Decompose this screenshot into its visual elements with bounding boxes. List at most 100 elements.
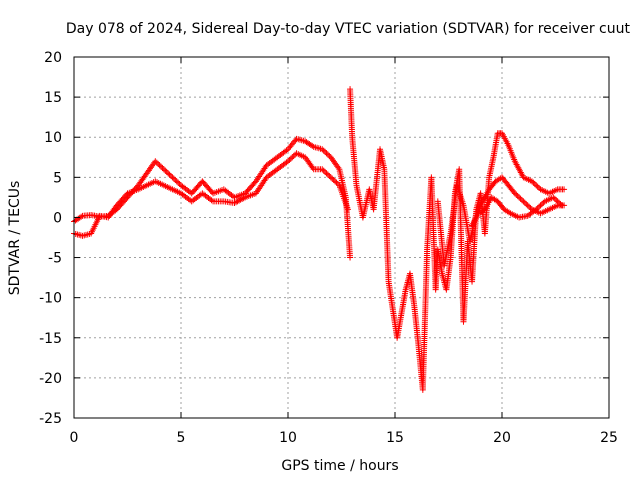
data-point [309,142,316,149]
data-point [163,168,170,175]
y-tick-label: -5 [48,251,62,267]
data-point [158,163,165,170]
data-point [557,201,564,208]
data-point [511,190,518,197]
data-point [156,162,163,169]
data-point [558,202,565,209]
y-tick-label: 10 [44,130,62,146]
x-tick-label: 10 [279,430,297,446]
data-point [534,205,541,212]
data-point [528,178,535,185]
data-point [323,150,330,157]
data-point [537,202,544,209]
data-point [526,203,533,210]
data-point [175,179,182,186]
data-point [160,166,167,173]
data-point [534,183,541,190]
data-point [554,198,561,205]
x-tick-label: 0 [70,430,79,446]
data-point [520,198,527,205]
data-point [162,167,169,174]
axis-ticks: 0 5 10 15 20 25 -25 -20 -15 -10 -5 0 5 10 15 20 [39,50,618,446]
data-point [322,148,329,155]
data-point [330,177,337,184]
data-point [333,179,340,186]
y-tick-label: -15 [39,331,62,347]
data-point [329,175,336,182]
data-point [169,174,176,181]
y-tick-label: 5 [53,170,62,186]
data-point [155,160,162,167]
data-point [344,206,351,213]
series-track-c [347,86,568,393]
y-tick-label: -20 [39,371,62,387]
data-marks [71,86,568,393]
y-tick-label: -10 [39,291,62,307]
data-point [334,181,341,188]
data-point [324,171,331,178]
data-point [78,213,85,220]
data-point [553,197,560,204]
data-point [524,202,531,209]
data-point [173,178,180,185]
plot-frame [73,56,610,419]
data-point [285,158,291,165]
data-point [332,178,339,185]
data-point [172,177,179,184]
data-point [152,158,159,165]
data-point [320,167,327,174]
data-point [153,159,160,166]
data-point [287,155,294,162]
data-point [165,170,172,177]
data-point [514,193,521,200]
chart-title: Day 078 of 2024, Sidereal Day-to-day VTE… [66,21,631,37]
data-point [551,195,558,202]
data-point [290,152,297,159]
data-point [170,175,177,182]
y-tick-label: 0 [53,210,62,226]
data-point [347,254,354,261]
x-tick-label: 5 [177,430,186,446]
x-tick-label: 15 [386,430,404,446]
data-point [521,199,528,206]
data-point [166,171,173,178]
data-point [533,206,540,213]
data-point [326,172,333,179]
data-point [322,168,329,175]
data-point [292,137,299,144]
data-point [517,195,524,202]
series-track-b [71,150,351,239]
y-tick-label: 20 [44,50,62,66]
data-point [536,203,543,210]
data-point [289,154,296,161]
data-point [518,197,525,204]
data-point [556,199,563,206]
data-point [533,182,540,189]
x-axis-label: GPS time / hours [281,458,398,474]
y-tick-label: 15 [44,90,62,106]
data-point [286,156,293,163]
data-point [319,146,326,153]
data-point [540,199,547,206]
data-point [561,186,568,193]
x-tick-label: 25 [600,430,618,446]
data-point [531,181,538,188]
data-point [168,172,175,179]
data-point [536,185,543,192]
data-point [513,191,520,198]
data-point [523,201,530,208]
data-point [516,194,523,201]
data-point [550,194,557,201]
series-track-d [434,174,568,269]
data-point [527,205,534,212]
data-point [538,201,545,208]
y-axis-label: SDTVAR / TECUs [7,181,23,296]
data-point [323,170,330,177]
y-tick-label: -25 [39,411,62,427]
data-point [320,147,327,154]
data-point [159,164,166,171]
data-point [319,166,326,173]
x-tick-label: 20 [493,430,511,446]
